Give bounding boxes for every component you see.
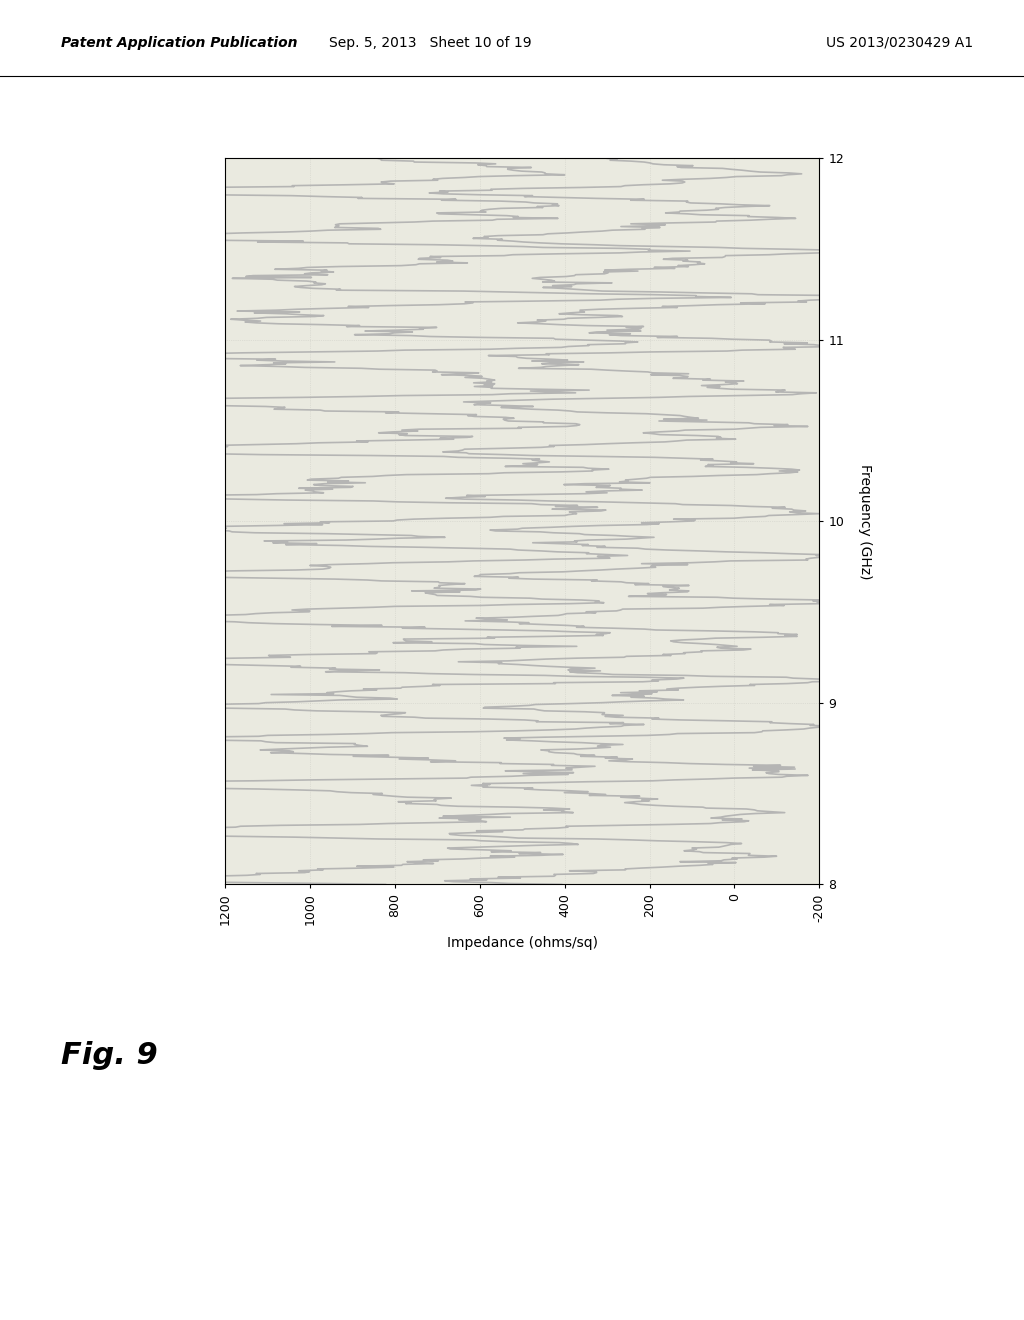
X-axis label: Impedance (ohms/sq): Impedance (ohms/sq) [446, 936, 598, 950]
Text: US 2013/0230429 A1: US 2013/0230429 A1 [825, 36, 973, 50]
Text: Fig. 9: Fig. 9 [61, 1041, 158, 1071]
Text: Sep. 5, 2013   Sheet 10 of 19: Sep. 5, 2013 Sheet 10 of 19 [329, 36, 531, 50]
Text: Patent Application Publication: Patent Application Publication [61, 36, 298, 50]
Y-axis label: Frequency (GHz): Frequency (GHz) [858, 463, 871, 579]
